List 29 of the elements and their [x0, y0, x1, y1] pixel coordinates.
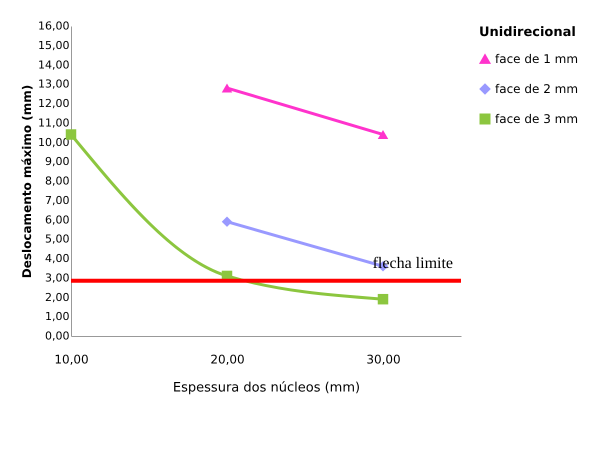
y-tick-label: 1,00 [45, 310, 70, 324]
y-tick-label: 9,00 [45, 155, 70, 168]
x-tick-label: 10,00 [54, 352, 89, 366]
y-tick-label: 4,00 [45, 252, 70, 265]
legend-label: face de 2 mm [495, 82, 578, 96]
y-tick-label: 16,00 [38, 20, 70, 32]
y-tick-label: 6,00 [45, 213, 70, 226]
y-tick-label: 2,00 [45, 290, 70, 304]
y-tick-label: 7,00 [45, 194, 70, 207]
point [378, 294, 388, 304]
x-axis-title: Espessura dos núcleos (mm) [172, 380, 360, 396]
x-tick-label: 30,00 [366, 352, 401, 366]
x-tick-label: 20,00 [210, 352, 245, 366]
y-tick-label: 0,00 [45, 330, 70, 342]
legend-label: face de 1 mm [495, 52, 578, 66]
y-tick-label: 3,00 [45, 271, 70, 284]
y-tick-label: 14,00 [38, 58, 70, 72]
y-tick-label: 15,00 [38, 38, 70, 52]
y-tick-label: 11,00 [38, 116, 70, 130]
y-tick-label: 8,00 [45, 174, 70, 188]
y-tick-label: 10,00 [38, 136, 70, 149]
point [222, 216, 232, 227]
ref-line-label: flecha limite [372, 254, 453, 272]
y-tick-label: 13,00 [38, 78, 70, 91]
legend-title: Unidirecional [479, 25, 576, 40]
y-tick-label: 12,00 [38, 97, 70, 110]
y-tick-label: 5,00 [45, 232, 70, 246]
y-axis-title: Deslocamento máximo (mm) [20, 84, 34, 278]
legend-label: face de 3 mm [495, 112, 578, 126]
